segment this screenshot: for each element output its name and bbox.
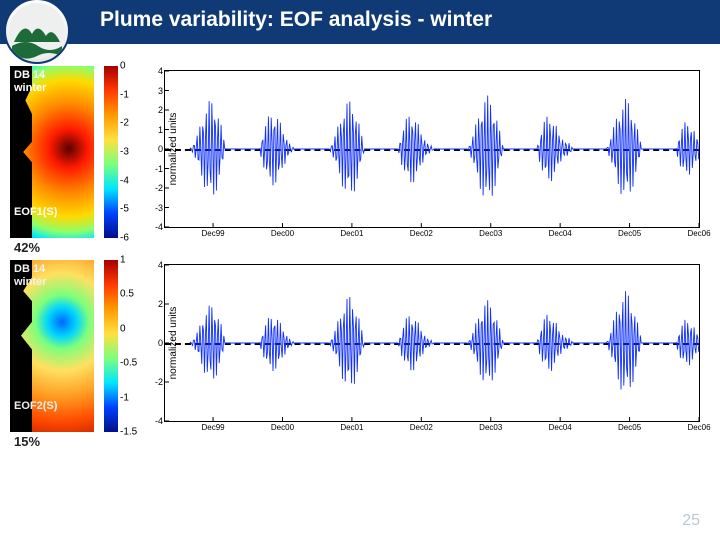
colorbar-eof2 [104, 260, 118, 432]
eof2-spatial-map: DB 14 winter EOF2(S) [10, 260, 94, 432]
page-number: 25 [682, 512, 700, 530]
colorbar-eof1-ticks: 0-1-2-3-4-5-6 [120, 66, 144, 238]
eof2-timeseries: normalized units -4-2024 Dec99Dec00Dec01… [164, 264, 700, 422]
ts2-xticks: Dec99Dec00Dec01Dec02Dec03Dec04Dec05Dec06 [165, 423, 699, 435]
map1-eof-label: EOF1(S) [14, 206, 57, 218]
page-title: Plume variability: EOF analysis - winter [100, 8, 492, 32]
ts1-xticks: Dec99Dec00Dec01Dec02Dec03Dec04Dec05Dec06 [165, 229, 699, 241]
map2-db-label: DB 14 [14, 263, 45, 275]
map1-db-label: DB 14 [14, 69, 45, 81]
map1-season-label: winter [14, 82, 46, 94]
eof1-spatial-map: DB 14 winter EOF1(S) [10, 66, 94, 238]
org-logo [4, 0, 70, 64]
ts1-yticks: -4-3-2-101234 [147, 71, 163, 227]
ts1-line [165, 71, 699, 227]
ts2-line [165, 265, 699, 421]
colorbar-eof1 [104, 66, 118, 238]
colorbar-eof2-ticks: 10.50-0.5-1-1.5 [120, 260, 144, 432]
map2-season-label: winter [14, 276, 46, 288]
ts2-yticks: -4-2024 [147, 265, 163, 421]
map2-eof-label: EOF2(S) [14, 400, 57, 412]
eof1-timeseries: normalized units -4-3-2-101234 Dec99Dec0… [164, 70, 700, 228]
eof2-variance-pct: 15% [14, 434, 40, 558]
